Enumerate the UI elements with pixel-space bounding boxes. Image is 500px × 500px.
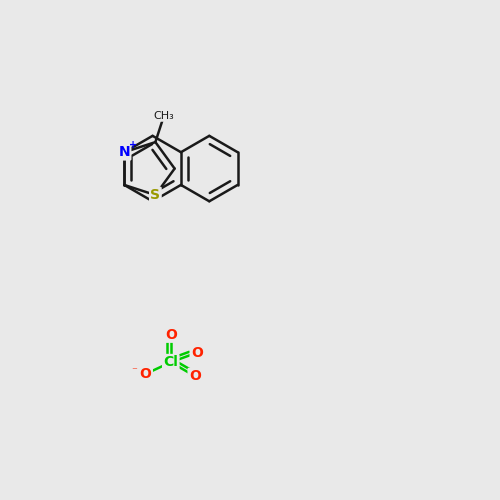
Text: O: O (140, 367, 151, 381)
Text: Cl: Cl (164, 355, 178, 369)
Text: S: S (150, 188, 160, 202)
Text: N: N (118, 145, 130, 159)
Text: O: O (165, 328, 176, 342)
Text: O: O (191, 346, 203, 360)
Text: ⁻: ⁻ (131, 366, 137, 376)
Text: O: O (189, 369, 200, 383)
Text: +: + (128, 140, 137, 150)
Text: CH₃: CH₃ (154, 110, 174, 120)
